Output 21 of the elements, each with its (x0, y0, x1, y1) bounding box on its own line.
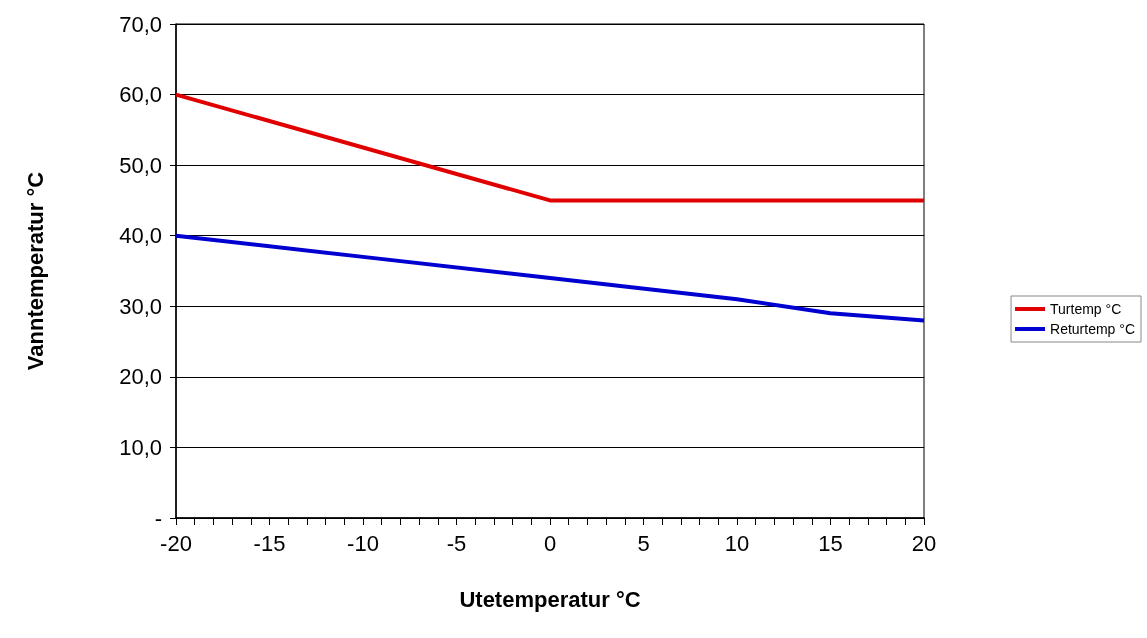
y-tick-label: - (154, 505, 162, 531)
y-tick-label: 10,0 (119, 434, 162, 460)
x-tick-label: 5 (637, 530, 650, 556)
y-tick-label: 20,0 (119, 364, 162, 390)
x-tick-label: 10 (724, 530, 750, 556)
x-tick-label: -15 (253, 530, 286, 556)
x-tick-label: -20 (160, 530, 192, 556)
y-axis-title: Vanntemperatur °C (22, 171, 48, 371)
legend-label: Returtemp °C (1050, 321, 1136, 337)
x-tick-label: 15 (818, 530, 843, 556)
x-axis-title: Utetemperatur °C (459, 586, 641, 612)
x-tick-label: -5 (446, 530, 467, 556)
x-tick-label: 0 (543, 530, 557, 556)
x-tick-label: -10 (347, 530, 379, 556)
y-tick-label: 70,0 (119, 11, 162, 37)
y-tick-label: 30,0 (119, 293, 162, 319)
x-tick-label: 20 (911, 530, 937, 556)
legend-label: Turtemp °C (1050, 301, 1122, 317)
y-tick-label: 40,0 (119, 223, 162, 249)
y-tick-label: 50,0 (119, 152, 162, 178)
y-tick-label: 60,0 (119, 82, 162, 108)
